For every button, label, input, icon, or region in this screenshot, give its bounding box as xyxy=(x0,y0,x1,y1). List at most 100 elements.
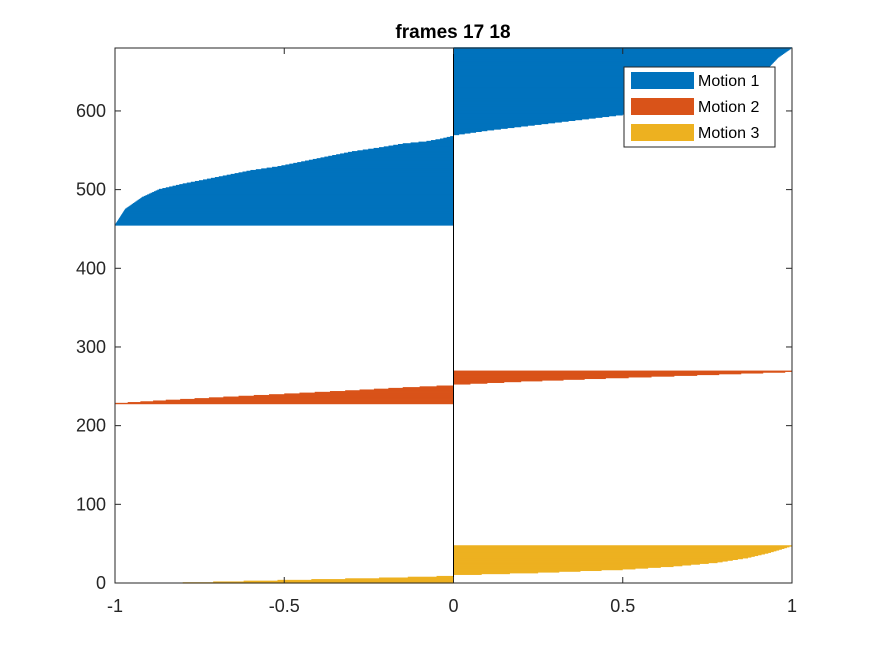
bar xyxy=(230,173,454,176)
legend-label: Motion 1 xyxy=(698,73,759,90)
bar xyxy=(453,380,543,382)
bar xyxy=(453,85,746,88)
bar xyxy=(344,152,454,155)
bar xyxy=(242,171,454,173)
bar xyxy=(453,109,663,111)
bar xyxy=(206,178,454,180)
y-axis: 0 100 200 300 400 500 600 xyxy=(76,101,792,593)
bar xyxy=(453,565,674,568)
x-tick-label: 0 xyxy=(448,596,458,616)
bar xyxy=(419,386,454,388)
bar xyxy=(453,73,763,75)
bar xyxy=(453,70,765,73)
bar xyxy=(453,52,785,55)
bar xyxy=(453,379,564,381)
bar xyxy=(155,190,454,192)
bar xyxy=(453,88,742,90)
bar xyxy=(453,107,679,109)
bar xyxy=(453,111,644,114)
bar xyxy=(172,185,454,188)
bar xyxy=(150,192,454,195)
bar xyxy=(453,573,482,575)
bar xyxy=(120,215,454,217)
bar xyxy=(453,49,789,51)
bar xyxy=(453,95,729,97)
bar xyxy=(453,96,724,99)
bar xyxy=(165,399,454,402)
bar xyxy=(210,177,454,180)
bar xyxy=(266,167,454,169)
bar xyxy=(453,86,745,88)
bar xyxy=(453,569,602,572)
x-tick-label: -1 xyxy=(107,596,123,616)
bar xyxy=(453,553,762,556)
bar xyxy=(357,150,454,152)
bar xyxy=(453,108,668,110)
bar xyxy=(453,566,661,568)
bar xyxy=(435,139,454,141)
bar xyxy=(305,160,454,162)
bar xyxy=(453,66,769,69)
bar xyxy=(345,390,454,392)
bar xyxy=(119,217,454,219)
bar xyxy=(453,370,792,372)
y-tick-label: 200 xyxy=(76,416,106,436)
bar xyxy=(320,157,454,159)
bar xyxy=(453,132,465,135)
bar xyxy=(453,561,718,564)
bar xyxy=(453,546,787,549)
bar xyxy=(453,48,791,50)
bar xyxy=(453,62,774,64)
bar xyxy=(336,154,454,156)
series-3 xyxy=(182,545,792,584)
bar xyxy=(397,143,454,146)
bar xyxy=(179,184,454,186)
bar xyxy=(311,579,454,581)
y-tick-label: 300 xyxy=(76,337,106,357)
legend: Motion 1 Motion 2 Motion 3 xyxy=(623,66,776,148)
bar xyxy=(453,71,765,73)
bar xyxy=(453,560,723,563)
bar xyxy=(453,114,623,116)
bar xyxy=(115,402,454,405)
bar xyxy=(402,143,454,145)
x-tick-label: 1 xyxy=(787,596,797,616)
bar xyxy=(145,195,454,197)
chart-title: frames 17 18 xyxy=(395,22,510,43)
bar xyxy=(453,130,482,132)
bar xyxy=(453,129,495,131)
bar xyxy=(453,371,786,373)
bar xyxy=(299,392,454,394)
bar xyxy=(453,568,636,570)
bar xyxy=(269,394,454,396)
bar xyxy=(453,101,710,103)
bar xyxy=(115,224,454,226)
bar xyxy=(234,173,454,175)
y-tick-label: 600 xyxy=(76,101,106,121)
bar xyxy=(453,555,755,557)
bar xyxy=(453,125,522,128)
bar xyxy=(453,547,785,549)
bar xyxy=(301,161,454,163)
bar xyxy=(281,165,454,167)
bar xyxy=(453,104,694,107)
bar xyxy=(373,147,454,150)
bar xyxy=(443,137,454,140)
bar xyxy=(436,385,454,387)
bar xyxy=(453,118,589,120)
bar xyxy=(208,397,454,399)
bar xyxy=(129,205,454,207)
bar xyxy=(453,545,792,547)
bar xyxy=(373,388,454,391)
bar xyxy=(140,197,454,199)
bar xyxy=(121,214,454,217)
bar xyxy=(453,48,790,51)
bar xyxy=(453,131,477,133)
bar xyxy=(453,107,673,110)
bar xyxy=(453,122,549,125)
bar xyxy=(407,576,454,579)
bar xyxy=(250,169,454,172)
bar xyxy=(453,80,755,82)
bar xyxy=(393,144,454,147)
bar xyxy=(453,126,515,129)
